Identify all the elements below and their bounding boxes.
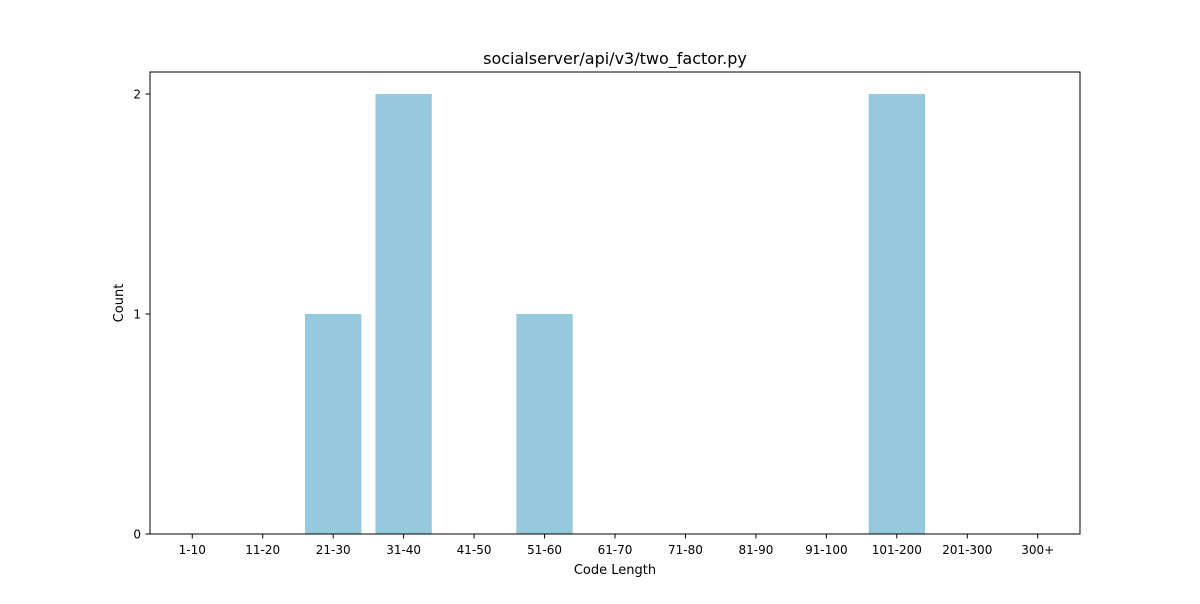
x-tick-label: 61-70 — [598, 543, 633, 557]
bar-51-60 — [516, 314, 573, 534]
x-tick-label: 11-20 — [245, 543, 280, 557]
chart-title: socialserver/api/v3/two_factor.py — [483, 49, 747, 69]
x-tick-label: 51-60 — [527, 543, 562, 557]
plot-frame — [149, 71, 1081, 535]
x-tick-label: 300+ — [1021, 543, 1054, 557]
x-tick-label: 101-200 — [872, 543, 922, 557]
x-tick-label: 71-80 — [668, 543, 703, 557]
x-tick-label: 91-100 — [805, 543, 848, 557]
bar-31-40 — [375, 94, 432, 534]
x-tick-label: 201-300 — [942, 543, 992, 557]
x-tick-label: 41-50 — [457, 543, 492, 557]
y-tick-label: 2 — [133, 88, 141, 102]
x-tick-label: 81-90 — [738, 543, 773, 557]
y-tick-label: 0 — [133, 528, 141, 542]
x-tick-label: 1-10 — [179, 543, 206, 557]
x-tick-label: 21-30 — [316, 543, 351, 557]
x-tick-label: 31-40 — [386, 543, 421, 557]
bars-group — [305, 94, 925, 534]
y-axis-ticks: 0 1 2 — [133, 88, 150, 542]
bar-101-200 — [868, 94, 925, 534]
x-axis-label: Code Length — [574, 563, 656, 578]
y-tick-label: 1 — [133, 308, 141, 322]
y-axis-label: Count — [112, 284, 127, 323]
x-axis-ticks: 1-10 11-20 21-30 31-40 41-50 51-60 61-70 71-80 8… — [179, 534, 1054, 557]
bar-21-30 — [305, 314, 362, 534]
